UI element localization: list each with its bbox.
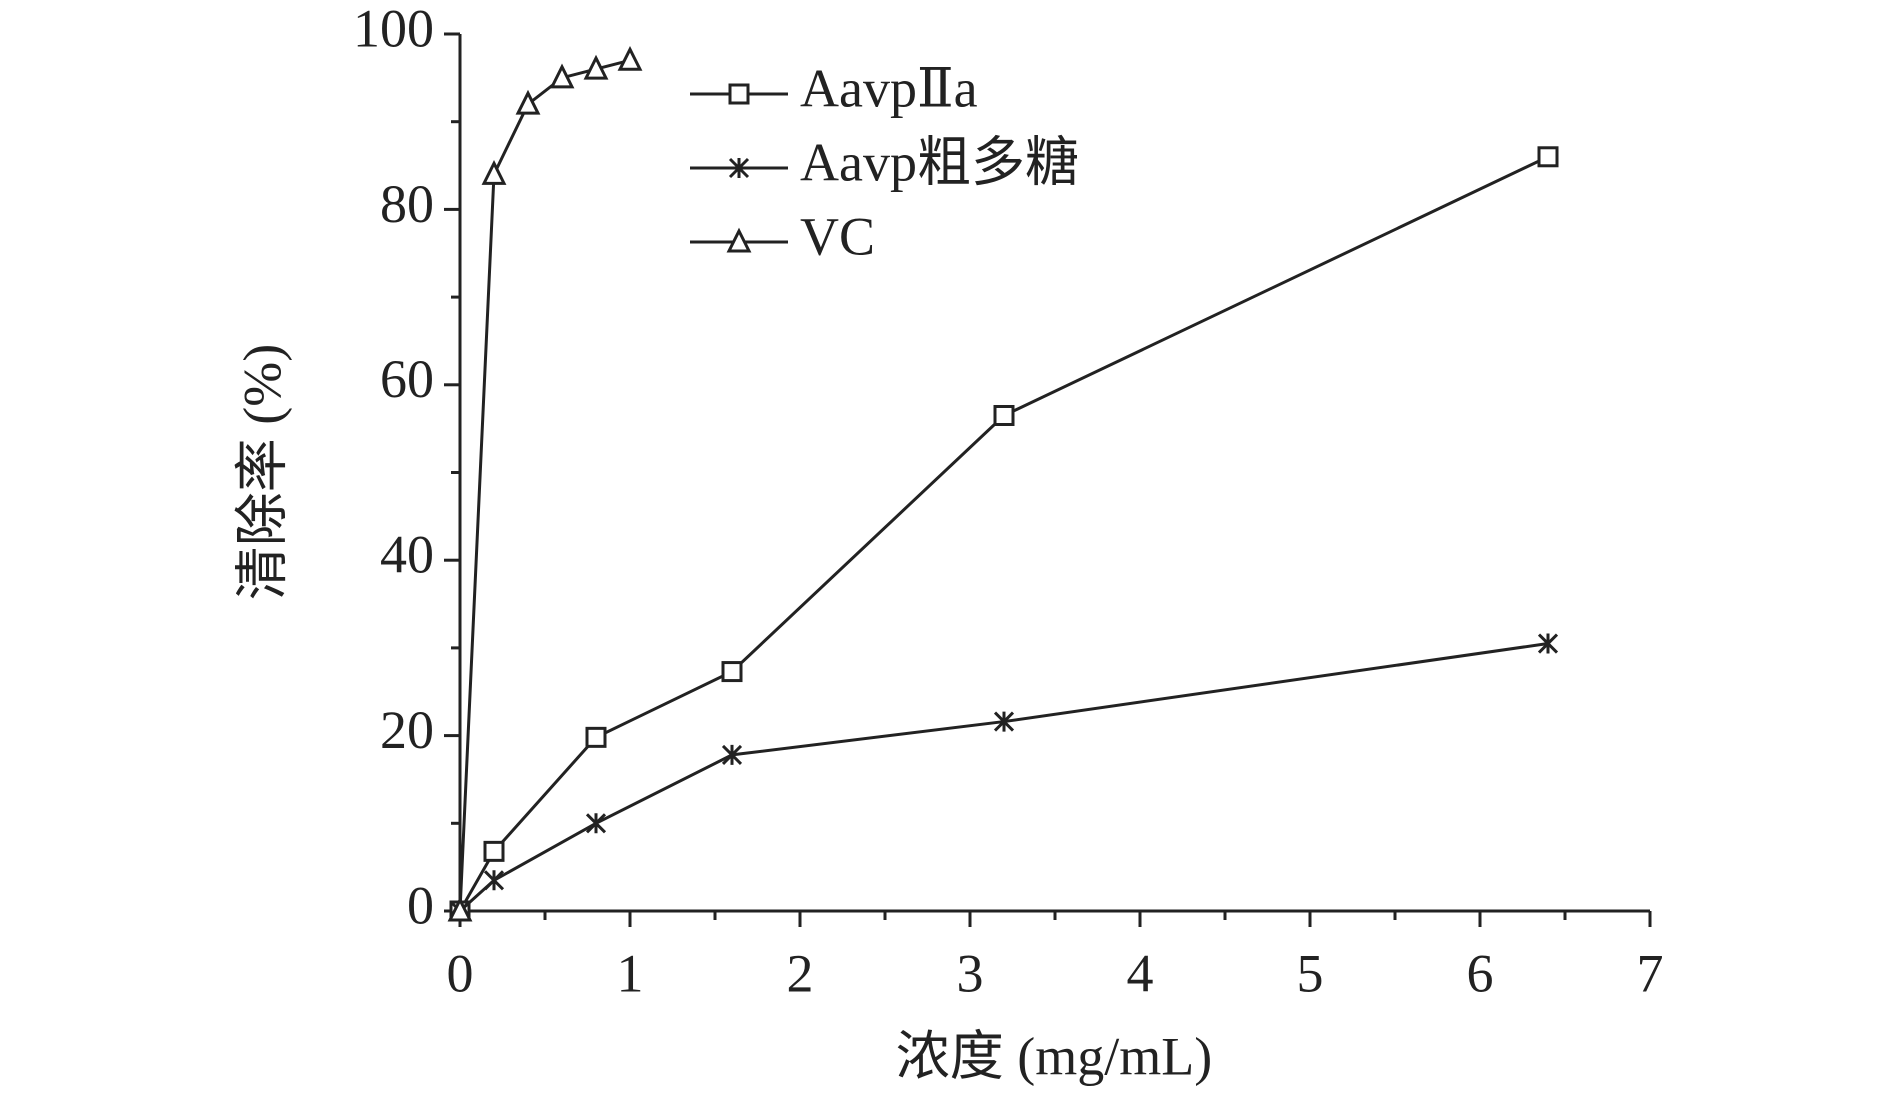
x-tick-label: 5 xyxy=(1297,943,1324,1003)
y-axis-label: 清除率 (%) xyxy=(232,344,292,600)
marker xyxy=(483,870,505,891)
marker xyxy=(617,45,643,71)
y-tick-label: 20 xyxy=(380,700,434,760)
marker xyxy=(726,227,752,253)
x-tick-label: 0 xyxy=(447,943,474,1003)
y-tick-label: 40 xyxy=(380,525,434,585)
marker xyxy=(515,89,541,115)
marker xyxy=(583,54,609,80)
x-tick-label: 6 xyxy=(1467,943,1494,1003)
x-tick-label: 4 xyxy=(1127,943,1154,1003)
marker xyxy=(1537,633,1559,654)
legend-label: Aavp粗多糖 xyxy=(800,132,1079,192)
y-tick-label: 0 xyxy=(407,875,434,935)
marker xyxy=(549,63,575,89)
series-line xyxy=(458,642,1549,913)
marker xyxy=(585,726,607,748)
series-line xyxy=(458,155,1549,912)
marker xyxy=(721,661,743,683)
x-tick-label: 3 xyxy=(957,943,984,1003)
marker xyxy=(447,896,473,922)
marker xyxy=(721,744,743,765)
legend-label: VC xyxy=(800,206,875,266)
marker xyxy=(993,711,1015,732)
y-tick-label: 60 xyxy=(380,349,434,409)
marker xyxy=(728,83,750,105)
y-tick-label: 80 xyxy=(380,174,434,234)
marker xyxy=(1537,146,1559,168)
x-axis-label: 浓度 (mg/mL) xyxy=(896,1026,1212,1086)
marker xyxy=(585,813,607,834)
legend-label: AavpⅡa xyxy=(800,58,978,118)
series-line xyxy=(458,58,631,912)
marker xyxy=(993,404,1015,426)
y-tick-label: 100 xyxy=(353,0,434,58)
x-tick-label: 7 xyxy=(1637,943,1664,1003)
x-tick-label: 2 xyxy=(787,943,814,1003)
marker xyxy=(483,840,505,862)
marker xyxy=(481,159,507,185)
marker xyxy=(728,157,750,179)
x-tick-label: 1 xyxy=(617,943,644,1003)
